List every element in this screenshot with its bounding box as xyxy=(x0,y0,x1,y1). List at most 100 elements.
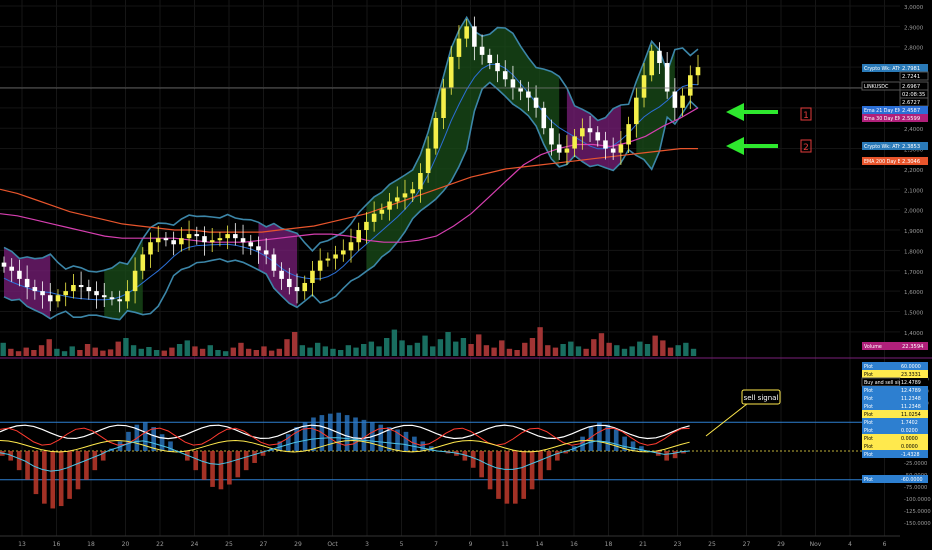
candle-body xyxy=(101,295,107,298)
histogram-bar xyxy=(344,415,350,451)
osc-tag-label-bg xyxy=(862,442,900,450)
lower-band-line xyxy=(3,81,699,321)
volume-bar xyxy=(307,347,313,356)
volume-bar xyxy=(629,346,635,356)
price-tick-label: 2,4000 xyxy=(904,127,924,133)
volume-bar xyxy=(184,340,190,356)
histogram-bar xyxy=(412,436,417,451)
arrow-1-icon xyxy=(726,103,778,121)
volume-bar xyxy=(453,341,459,356)
x-tick-label: 21 xyxy=(639,541,647,548)
candle-body xyxy=(256,246,261,251)
volume-bar xyxy=(552,347,559,356)
volume-bar xyxy=(376,346,382,356)
candle-body xyxy=(40,291,45,296)
price-tag-value: 2.7241 xyxy=(902,74,920,80)
histogram-bar xyxy=(395,429,400,451)
oscillator-tags: Plot 60.0000 Plot 23.3331 Buy and sell signa… xyxy=(861,362,928,483)
candle-body xyxy=(549,128,554,145)
histogram-bar xyxy=(277,441,283,451)
grid-lines xyxy=(0,0,900,536)
candle-body xyxy=(394,197,400,202)
candle-body xyxy=(448,56,454,88)
histogram-bar xyxy=(294,427,299,451)
x-tick-label: 18 xyxy=(605,541,613,548)
histogram-bar xyxy=(210,451,215,487)
histogram-bar xyxy=(630,441,636,451)
volume-bar xyxy=(207,345,213,356)
osc-tag-label-bg xyxy=(862,426,900,434)
candle-body xyxy=(287,278,292,288)
x-tick-label: 5 xyxy=(400,541,404,548)
osc-tag-label-bg xyxy=(862,362,900,370)
candle-body xyxy=(294,287,300,292)
volume-bar xyxy=(353,347,359,356)
volume-bar xyxy=(314,342,321,356)
volume-bar xyxy=(437,339,444,356)
price-tick-label: 2,9000 xyxy=(904,25,924,31)
osc-tag-value: 60.0000 xyxy=(901,364,921,370)
osc-tag-label: Plot xyxy=(864,428,873,434)
candle-body xyxy=(672,91,678,108)
price-tag-label: LINKUSDC xyxy=(864,84,889,90)
histogram-bar xyxy=(420,441,426,451)
marker-1-box xyxy=(800,107,812,121)
volume-bar xyxy=(399,340,405,356)
candle-body xyxy=(456,38,462,57)
osc-tag-label-bg xyxy=(862,410,900,418)
price-tag-label: Ema 30 Day EMA xyxy=(864,116,906,122)
histogram-bar xyxy=(16,451,22,471)
sell-signal-callout[interactable]: sell signal xyxy=(705,389,781,437)
volume-bar xyxy=(422,335,428,356)
volume-bar xyxy=(430,346,436,356)
candle-body xyxy=(263,250,269,255)
histogram-bar xyxy=(42,451,47,504)
candle-body xyxy=(132,270,138,292)
time-axis[interactable]: 13 16 18 20 22 24 25 27 29 Oct 3 5 7 9 11 14 16 18 21 23 25 2… xyxy=(0,535,900,548)
volume-bar xyxy=(161,350,167,356)
volume-bar xyxy=(514,350,520,356)
osc-tag-value: 11.2348 xyxy=(901,404,921,410)
histogram-bar xyxy=(597,422,602,451)
candle-body xyxy=(1,262,7,267)
histogram-bar xyxy=(260,451,266,456)
candle-body xyxy=(109,297,115,300)
candle-body xyxy=(17,270,22,279)
osc-tag-label-bg xyxy=(862,402,900,410)
histogram-bar xyxy=(50,451,56,509)
osc-tag-label-bg xyxy=(862,394,900,402)
volume-bar xyxy=(476,334,482,356)
volume-bar xyxy=(330,348,336,356)
price-tick-label: 2,1000 xyxy=(904,188,924,194)
candle-body xyxy=(603,140,608,149)
histogram-bar xyxy=(33,451,39,495)
price-tag-label: Ema 21 Day EMA xyxy=(864,108,906,114)
price-tick-label: 1,7000 xyxy=(904,270,924,276)
volume-bar xyxy=(107,349,114,356)
volume-bar xyxy=(54,348,60,356)
volume-bar xyxy=(130,345,137,356)
osc-tag-label: Plot xyxy=(864,477,873,483)
histogram-bar xyxy=(403,431,409,451)
x-tick-label: 16 xyxy=(570,541,578,548)
osc-tag-value-bg xyxy=(900,434,928,442)
histogram-bar xyxy=(168,441,173,451)
x-tick-label: 24 xyxy=(191,541,199,548)
volume-bar xyxy=(253,350,259,356)
volume-bar xyxy=(468,344,474,356)
histogram-bar xyxy=(504,451,510,504)
x-tick-label: 27 xyxy=(743,541,751,548)
histogram-bar xyxy=(555,451,560,461)
osc-tag-value-bg xyxy=(900,418,928,426)
volume-bar xyxy=(291,332,298,356)
price-tick-label: 2,8000 xyxy=(904,46,924,52)
volume-bar xyxy=(407,345,413,356)
volume-bar xyxy=(637,341,643,356)
x-tick-label: 6 xyxy=(883,541,887,548)
volume-bar xyxy=(15,351,22,356)
candle-body xyxy=(364,221,369,231)
volume-bar xyxy=(0,342,6,356)
osc-tag-label: Plot xyxy=(864,452,873,458)
volume-bar xyxy=(245,348,252,356)
